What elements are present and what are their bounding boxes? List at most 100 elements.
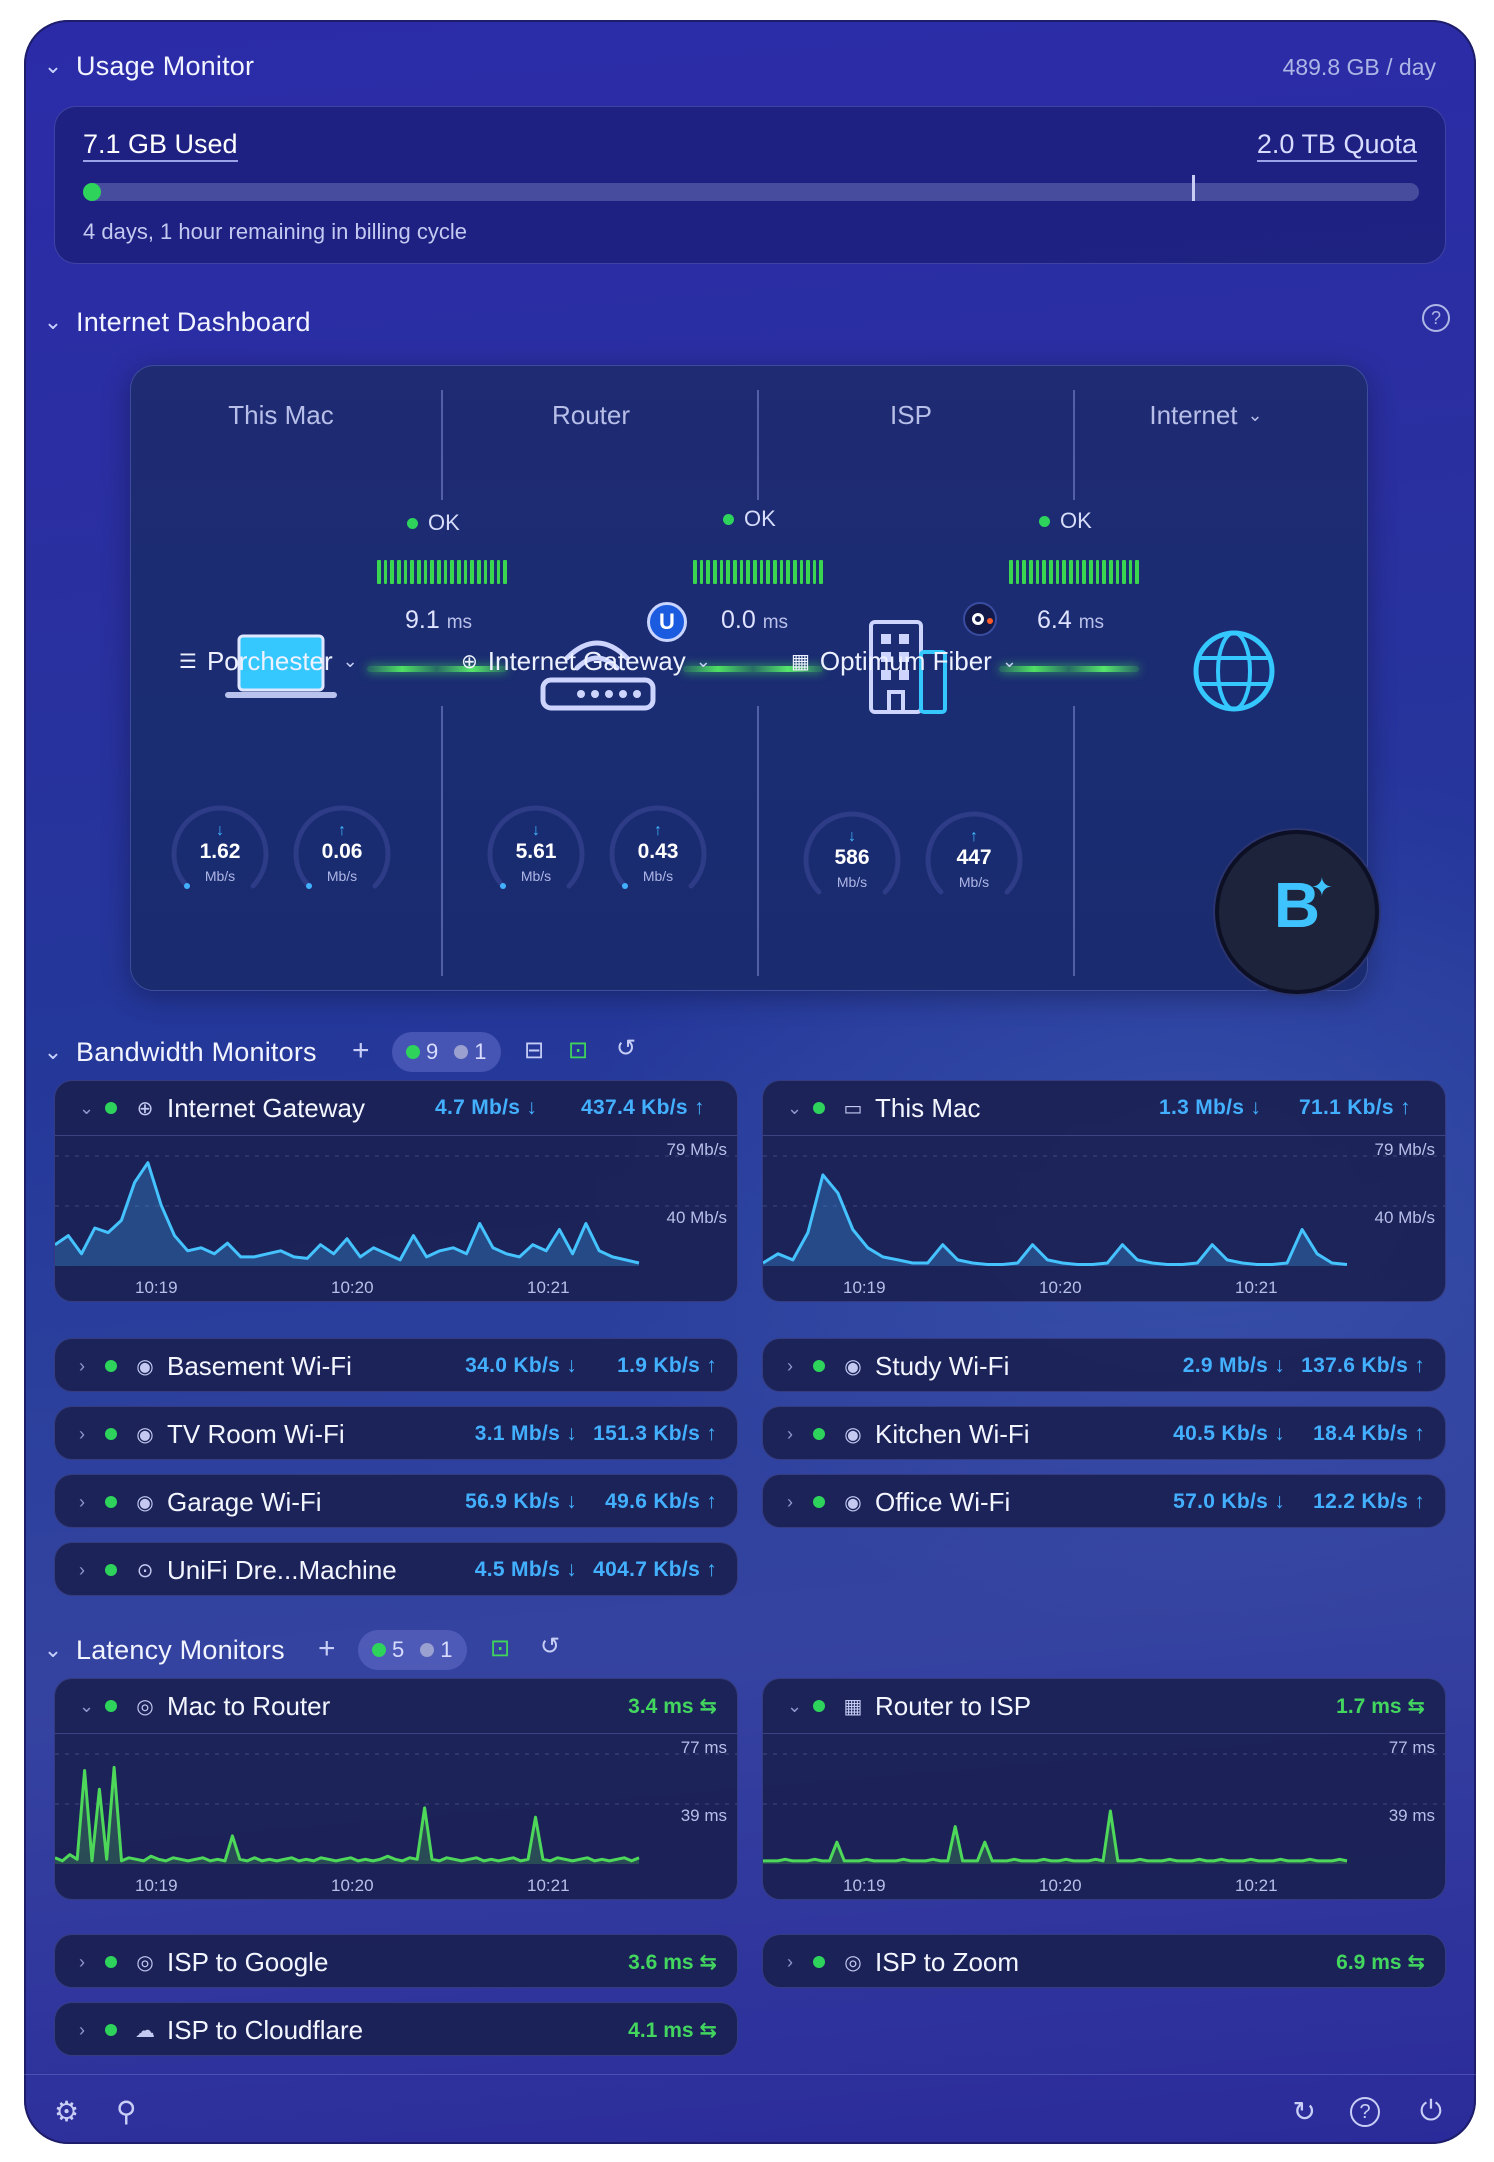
chevron-right-icon[interactable]: › [79, 1951, 85, 1972]
chevron-right-icon[interactable]: › [79, 2019, 85, 2040]
monitor-header[interactable]: ⌄ ⊕ Internet Gateway 4.7 Mb/s ↓ 437.4 Kb… [55, 1081, 737, 1135]
y-mid-label: 39 ms [680, 1806, 727, 1825]
link-status-mac-router: OK [407, 510, 460, 536]
add-icon[interactable]: + [352, 1034, 370, 1067]
latency-monitors-header[interactable]: ⌄ Latency Monitors [42, 1630, 285, 1670]
x-tick: 10:19 [135, 1278, 178, 1297]
chevron-down-icon[interactable]: ⌄ [43, 1637, 63, 1662]
monitor-header[interactable]: › ◉ Basement Wi-Fi 34.0 Kb/s ↓ 1.9 Kb/s ↑ [55, 1339, 737, 1391]
status-dot [105, 1428, 117, 1440]
building-icon[interactable] [867, 616, 951, 716]
gauge-isp-down: ↓ 586 Mb/s [797, 802, 907, 912]
chevron-down-icon[interactable]: ⌄ [79, 1695, 95, 1716]
monitor-isp-to-zoom[interactable]: › ◎ ISP to Zoom 6.9 ms ⇆ [762, 1934, 1446, 1988]
signal-bar [706, 560, 710, 584]
monitor-header[interactable]: ⌄ ▦ Router to ISP 1.7 ms ⇆ [763, 1679, 1445, 1733]
monitor-tv-room-wi-fi[interactable]: › ◉ TV Room Wi-Fi 3.1 Mb/s ↓ 151.3 Kb/s ↑ [54, 1406, 738, 1460]
monitor-garage-wi-fi[interactable]: › ◉ Garage Wi-Fi 56.9 Kb/s ↓ 49.6 Kb/s ↑ [54, 1474, 738, 1528]
monitor-header[interactable]: › ◉ Kitchen Wi-Fi 40.5 Kb/s ↓ 18.4 Kb/s ↑ [763, 1407, 1445, 1459]
usage-monitor-title: Usage Monitor [76, 50, 255, 81]
history-icon[interactable]: ↺ [540, 1633, 561, 1660]
help-icon[interactable]: ? [1350, 2097, 1380, 2127]
monitor-header[interactable]: › ◉ Study Wi-Fi 2.9 Mb/s ↓ 137.6 Kb/s ↑ [763, 1339, 1445, 1391]
pin-icon[interactable]: ⚲ [116, 2096, 137, 2127]
usage-quota[interactable]: 2.0 TB Quota [1256, 129, 1417, 162]
monitor-isp-to-google[interactable]: › ◎ ISP to Google 3.6 ms ⇆ [54, 1934, 738, 1988]
help-icon[interactable]: ? [1422, 304, 1450, 332]
monitor-kitchen-wi-fi[interactable]: › ◉ Kitchen Wi-Fi 40.5 Kb/s ↓ 18.4 Kb/s ↑ [762, 1406, 1446, 1460]
bandwidth-count-pill[interactable]: 9 1 [392, 1032, 501, 1072]
laptop-icon[interactable] [223, 632, 339, 702]
column-internet-dropdown[interactable]: Internet ⌄ [1056, 400, 1356, 431]
chevron-right-icon[interactable]: › [787, 1355, 793, 1376]
monitor-router-to-isp[interactable]: ⌄ ▦ Router to ISP 1.7 ms ⇆ 77 ms 39 ms 1… [762, 1678, 1446, 1900]
monitor-header[interactable]: › ◉ Office Wi-Fi 57.0 Kb/s ↓ 12.2 Kb/s ↑ [763, 1475, 1445, 1527]
monitor-header[interactable]: › ◉ Garage Wi-Fi 56.9 Kb/s ↓ 49.6 Kb/s ↑ [55, 1475, 737, 1527]
gauge-gateway-up: ↑ 0.43 Mb/s [603, 796, 713, 906]
monitor-header[interactable]: › ◎ ISP to Google 3.6 ms ⇆ [55, 1935, 737, 1987]
monitor-basement-wi-fi[interactable]: › ◉ Basement Wi-Fi 34.0 Kb/s ↓ 1.9 Kb/s ↑ [54, 1338, 738, 1392]
monitor-office-wi-fi[interactable]: › ◉ Office Wi-Fi 57.0 Kb/s ↓ 12.2 Kb/s ↑ [762, 1474, 1446, 1528]
internet-dashboard-card: This Mac Router ISP Internet ⌄ OK 9.1 ms… [130, 365, 1379, 994]
add-icon[interactable]: + [318, 1632, 336, 1665]
refresh-icon[interactable]: ↻ [1292, 2096, 1316, 2127]
monitor-header[interactable]: › ◉ TV Room Wi-Fi 3.1 Mb/s ↓ 151.3 Kb/s ↑ [55, 1407, 737, 1459]
toggle-icon[interactable]: ⊡ [568, 1037, 589, 1064]
monitor-header[interactable]: ⌄ ▭ This Mac 1.3 Mb/s ↓ 71.1 Kb/s ↑ [763, 1081, 1445, 1135]
chevron-down-icon: ⌄ [342, 651, 358, 671]
monitor-this-mac[interactable]: ⌄ ▭ This Mac 1.3 Mb/s ↓ 71.1 Kb/s ↑ 79 M… [762, 1080, 1446, 1302]
monitor-mac-to-router[interactable]: ⌄ ◎ Mac to Router 3.4 ms ⇆ 77 ms 39 ms 1… [54, 1678, 738, 1900]
chevron-right-icon[interactable]: › [787, 1951, 793, 1972]
assistant-badge[interactable]: B ✦ [1215, 830, 1379, 994]
monitor-header[interactable]: › ☁ ISP to Cloudflare 4.1 ms ⇆ [55, 2003, 737, 2055]
monitor-header[interactable]: ⌄ ◎ Mac to Router 3.4 ms ⇆ [55, 1679, 737, 1733]
y-max-label: 79 Mb/s [666, 1140, 727, 1159]
chevron-down-icon[interactable]: ⌄ [79, 1097, 95, 1118]
device-optimum-fiber-dropdown[interactable]: ▦ Optimum Fiber ⌄ [791, 646, 1017, 676]
latency-count-pill[interactable]: 5 1 [358, 1630, 467, 1670]
router-icon[interactable] [539, 618, 657, 714]
signal-bar [819, 560, 824, 584]
wifi-icon: ◉ [844, 1491, 862, 1514]
divider [441, 390, 443, 500]
signal-bar [1102, 560, 1106, 584]
gauge-isp-up: ↑ 447 Mb/s [919, 802, 1029, 912]
chevron-right-icon[interactable]: › [787, 1491, 793, 1512]
monitor-isp-to-cloudflare[interactable]: › ☁ ISP to Cloudflare 4.1 ms ⇆ [54, 2002, 738, 2056]
gear-icon[interactable]: ⚙ [54, 2096, 80, 2127]
internet-dashboard-header[interactable]: ⌄ Internet Dashboard [42, 302, 311, 342]
chevron-right-icon[interactable]: › [79, 1491, 85, 1512]
bandwidth-monitors-header[interactable]: ⌄ Bandwidth Monitors [42, 1032, 317, 1072]
download-rate: 3.1 Mb/s ↓ [474, 1422, 577, 1445]
chevron-right-icon[interactable]: › [79, 1559, 85, 1580]
signal-bars-mac-router [377, 560, 508, 584]
link-line-isp-internet [999, 666, 1139, 672]
chevron-right-icon[interactable]: › [787, 1423, 793, 1444]
usage-monitor-header[interactable]: ⌄ Usage Monitor [42, 46, 254, 86]
toggle-icon[interactable]: ⊡ [490, 1635, 511, 1662]
chevron-down-icon[interactable]: ⌄ [43, 309, 63, 334]
device-porchester-dropdown[interactable]: ☰ Porchester ⌄ [179, 646, 358, 676]
monitor-header[interactable]: › ⊙ UniFi Dre...Machine 4.5 Mb/s ↓ 404.7 Kb/… [55, 1543, 737, 1595]
power-icon[interactable]: ⏻ [1419, 2095, 1442, 2126]
signal-bar [1009, 560, 1013, 584]
target-icon: ◎ [136, 1695, 154, 1718]
history-icon[interactable]: ↺ [616, 1035, 637, 1062]
device-internet-gateway-dropdown[interactable]: ⊕ Internet Gateway ⌄ [461, 646, 711, 676]
signal-bar [786, 560, 790, 584]
chevron-down-icon[interactable]: ⌄ [787, 1695, 803, 1716]
chevron-down-icon[interactable]: ⌄ [43, 1039, 63, 1064]
globe-icon[interactable] [1191, 628, 1277, 714]
monitor-header[interactable]: › ◎ ISP to Zoom 6.9 ms ⇆ [763, 1935, 1445, 1987]
latency-value: 1.7 ms ⇆ [1336, 1694, 1425, 1718]
usage-used[interactable]: 7.1 GB Used [83, 129, 238, 162]
chevron-down-icon[interactable]: ⌄ [43, 53, 63, 78]
layout-icon[interactable]: ⊟ [524, 1037, 545, 1064]
signal-bar [410, 560, 414, 584]
monitor-unifi-dre-machine[interactable]: › ⊙ UniFi Dre...Machine 4.5 Mb/s ↓ 404.7 Kb/… [54, 1542, 738, 1596]
monitor-study-wi-fi[interactable]: › ◉ Study Wi-Fi 2.9 Mb/s ↓ 137.6 Kb/s ↑ [762, 1338, 1446, 1392]
chevron-down-icon[interactable]: ⌄ [787, 1097, 803, 1118]
chevron-right-icon[interactable]: › [79, 1423, 85, 1444]
monitor-internet-gateway[interactable]: ⌄ ⊕ Internet Gateway 4.7 Mb/s ↓ 437.4 Kb… [54, 1080, 738, 1302]
chevron-right-icon[interactable]: › [79, 1355, 85, 1376]
